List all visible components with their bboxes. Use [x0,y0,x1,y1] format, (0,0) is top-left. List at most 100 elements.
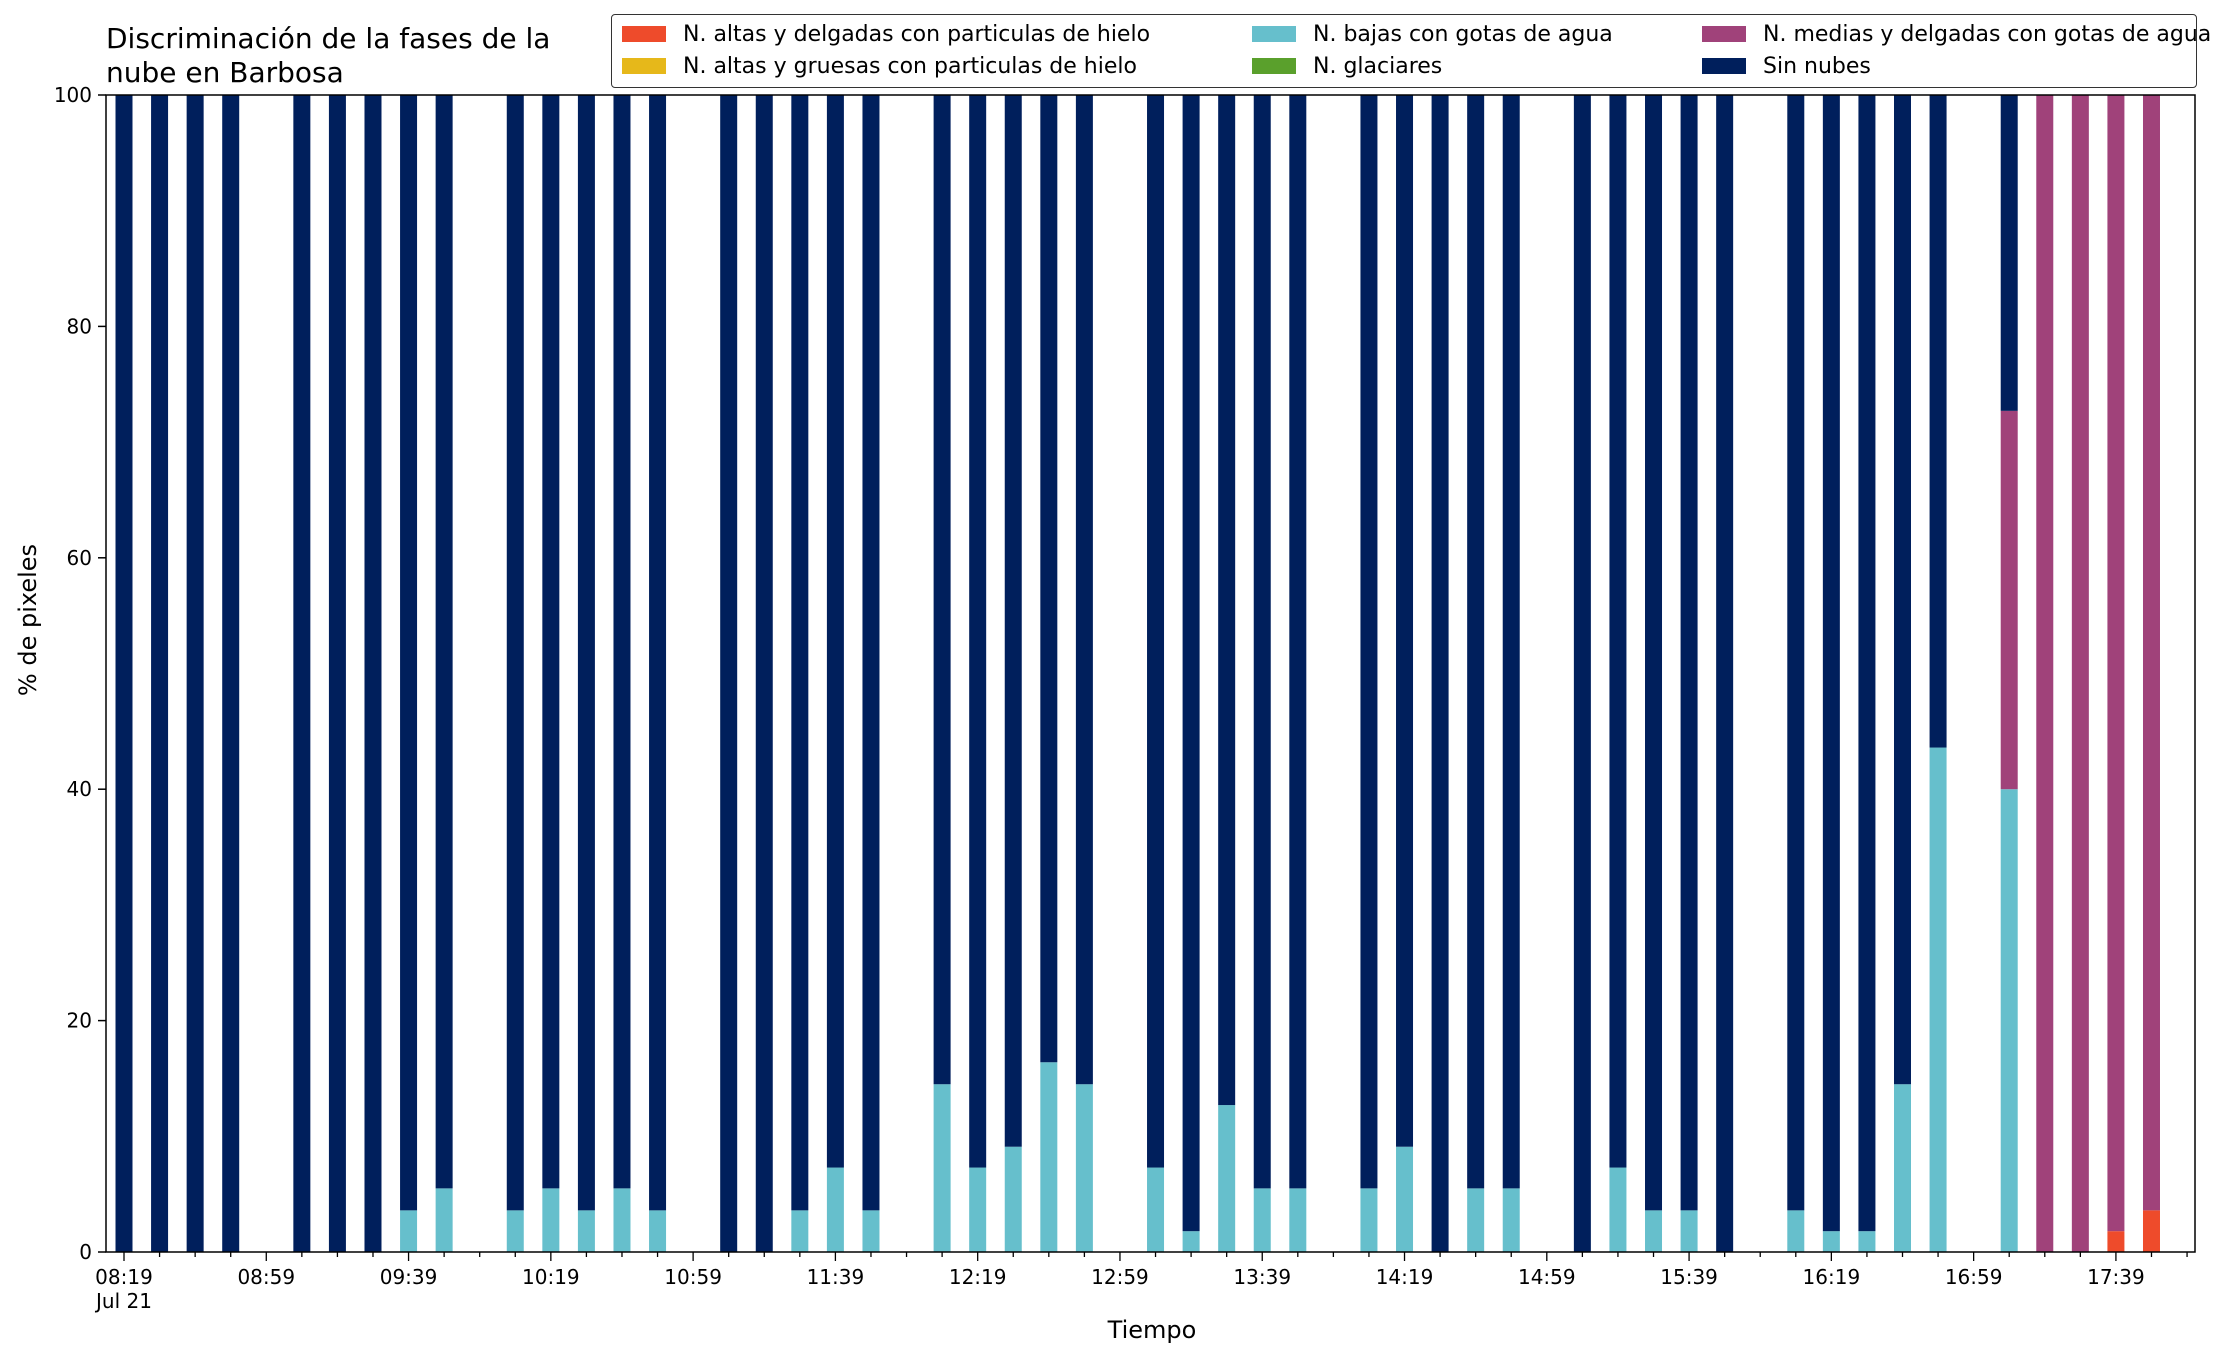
bar-segment-0839-s5 [186,95,204,1252]
bar-segment-1019-s5 [542,95,560,1189]
bar-segment-1629-s5 [1858,95,1876,1232]
x-axis-label: Tiempo [1107,1316,1197,1344]
bar-segment-1149-s5 [862,95,880,1211]
bar-segment-1429-s5 [1431,95,1449,1252]
bar-segment-1709-s2 [2000,789,2018,1252]
x-tick-label: 10:19 [522,1265,580,1289]
bar-segment-0829-s5 [151,95,169,1252]
y-tick-label: 80 [67,314,92,338]
bar-segment-1239-s2 [1040,1062,1058,1252]
bar-segment-1449-s2 [1502,1188,1520,1252]
bar-segment-1019-s2 [542,1188,560,1252]
bar-segment-1039-s2 [613,1188,631,1252]
bar-segment-1729-s4 [2071,95,2089,1252]
x-axis: 08:19 08:59 09:39 10:19 10:59 11:39 12:19 12:59… [94,1252,2188,1313]
bar-segment-1719-s4 [2036,95,2054,1252]
bar-segment-1149-s2 [862,1210,880,1252]
bar-segment-0819-s5 [115,95,133,1252]
legend-item: Sin nubes [1702,51,1871,81]
bar-segment-1519-s5 [1609,95,1627,1168]
legend-swatch [1702,26,1746,42]
x-tick-label: 17:39 [2087,1265,2145,1289]
legend-item: N. glaciares [1252,51,1442,81]
chart-title-line-1: Discriminación de la fases de la [106,22,551,55]
bar-segment-1529-s2 [1645,1210,1663,1252]
x-tick-label: 16:19 [1803,1265,1861,1289]
bar-segment-1329-s5 [1218,95,1236,1106]
bar-segment-1129-s5 [791,95,809,1211]
bar-segment-1339-s5 [1253,95,1271,1189]
bar-segment-1639-s5 [1894,95,1911,1085]
bar-segment-1619-s2 [1822,1231,1840,1252]
legend-label: N. medias y delgadas con gotas de agua [1763,21,2212,47]
plot-frame [105,94,2196,1253]
legend-swatch [622,26,666,42]
bar-segment-1249-s2 [1075,1084,1093,1252]
bar-segment-1709-s5 [2000,95,2018,411]
bar-segment-1609-s2 [1787,1210,1805,1252]
bar-segment-1739-s0 [2107,1231,2125,1252]
legend-label: N. glaciares [1313,53,1443,79]
bar-segment-1229-s5 [1004,95,1022,1147]
bar-segment-1749-s0 [2142,1210,2160,1252]
bar-segment-1229-s2 [1004,1146,1022,1252]
bar-segment-1039-s5 [613,95,631,1189]
legend-swatch [1702,58,1746,74]
bar-segment-1319-s2 [1182,1231,1200,1252]
bar-segment-0939-s5 [400,95,418,1211]
legend-item: N. medias y delgadas con gotas de agua [1702,19,2211,49]
bar-segment-1239-s5 [1040,95,1058,1063]
x-tick-label: 15:39 [1660,1265,1718,1289]
y-tick-label: 0 [79,1240,92,1264]
x-tick-label: 11:39 [807,1265,865,1289]
legend-label: N. bajas con gotas de agua [1313,21,1613,47]
bar-segment-1539-s2 [1680,1210,1698,1252]
bar-segment-1309-s5 [1147,95,1165,1168]
bar-segment-1409-s5 [1360,95,1378,1189]
bar-segment-1539-s5 [1680,95,1698,1211]
bar-segment-1209-s5 [933,95,951,1085]
bar-segment-1219-s2 [969,1167,987,1252]
bar-segment-1139-s2 [826,1167,844,1252]
bar-segment-1029-s2 [577,1210,595,1252]
bar-segment-1049-s2 [649,1210,667,1252]
bar-segment-1109-s5 [720,95,738,1252]
bar-segment-1129-s2 [791,1210,809,1252]
x-tick-label: 14:19 [1376,1265,1434,1289]
legend-label: Sin nubes [1763,53,1871,79]
bar-segment-1409-s2 [1360,1188,1378,1252]
y-axis: 0 20 40 60 80 100 [54,83,106,1264]
y-tick-label: 100 [54,83,92,107]
bar-segment-1709-s4 [2000,410,2018,790]
bar-segment-1449-s5 [1502,95,1520,1189]
bar-segment-0849-s5 [222,95,240,1252]
x-tick-label: 13:39 [1233,1265,1291,1289]
bar-segment-1419-s5 [1396,95,1414,1147]
chart-title-line-2: nube en Barbosa [106,56,344,89]
bar-segment-1009-s5 [506,95,524,1211]
y-tick-label: 20 [67,1009,92,1033]
bar-segment-1349-s2 [1289,1188,1307,1252]
bar-segment-1309-s2 [1147,1167,1165,1252]
x-tick-label: 08:19 [95,1265,153,1289]
bar-segment-1349-s5 [1289,95,1307,1189]
legend-item: N. altas y delgadas con particulas de hi… [622,19,1150,49]
bar-segment-1209-s2 [933,1084,951,1252]
legend-swatch [622,58,666,74]
bar-segment-1439-s5 [1467,95,1485,1189]
legend-swatch [1252,58,1296,74]
bar-segment-0939-s2 [400,1210,418,1252]
bars-layer [115,95,2160,1252]
x-tick-label: 10:59 [664,1265,722,1289]
bar-segment-1419-s2 [1396,1146,1414,1252]
bar-segment-1619-s5 [1822,95,1840,1232]
x-tick-label: 14:59 [1518,1265,1576,1289]
chart-title: Discriminación de la fases de la nube en… [106,22,550,90]
bar-segment-1649-s2 [1929,747,1947,1252]
x-tick-label: 08:59 [237,1265,295,1289]
bar-segment-1529-s5 [1645,95,1663,1211]
x-tick-label: 12:59 [1091,1265,1149,1289]
legend-item: N. bajas con gotas de agua [1252,19,1613,49]
bar-segment-0949-s5 [435,95,453,1189]
